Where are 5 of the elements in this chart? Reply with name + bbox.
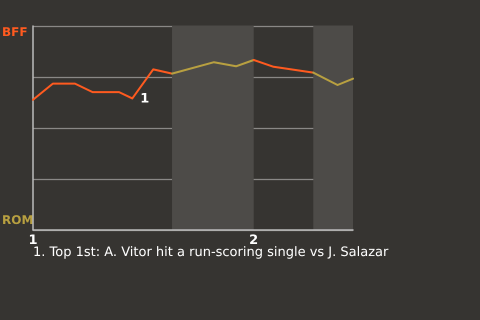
annotation: 1	[140, 91, 150, 106]
text: BFF	[2, 25, 28, 39]
text: 1. Top 1st: A. Vitor hit a run-scoring single vs J. Salazar	[33, 245, 389, 260]
x-tick-label: 2	[249, 233, 258, 248]
annotation: ROM	[2, 213, 34, 227]
